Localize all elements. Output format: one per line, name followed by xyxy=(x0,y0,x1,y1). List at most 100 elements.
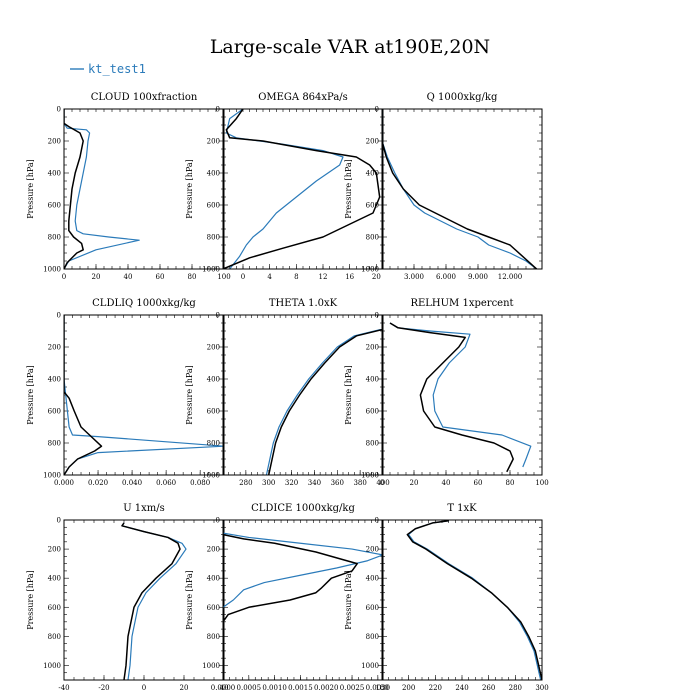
series-line-reference xyxy=(121,522,181,680)
y-tick-label: 200 xyxy=(48,546,61,554)
x-tick-label: 40 xyxy=(124,273,133,281)
y-tick-label: 400 xyxy=(48,575,61,583)
x-tick-label: 6.000 xyxy=(436,273,456,281)
y-tick-label: 200 xyxy=(366,138,379,146)
y-tick-label: 1000 xyxy=(43,662,61,670)
y-tick-label: 200 xyxy=(48,344,61,352)
plot-frame xyxy=(63,519,225,681)
x-tick-label: 0.0000 xyxy=(211,684,236,692)
x-tick-label: 9.000 xyxy=(468,273,488,281)
x-tick-label: 40 xyxy=(220,684,229,692)
y-tick-label: 800 xyxy=(366,633,379,641)
y-tick-label: 400 xyxy=(207,170,220,178)
x-tick-label: 40 xyxy=(442,479,451,487)
x-tick-label: 8 xyxy=(294,273,298,281)
y-tick-label: 400 xyxy=(207,376,220,384)
y-tick-label: 400 xyxy=(207,575,220,583)
x-tick-label: 0.060 xyxy=(156,479,176,487)
y-tick-label: 600 xyxy=(366,408,379,416)
y-tick-label: 200 xyxy=(207,546,220,554)
x-tick-label: 320 xyxy=(285,479,298,487)
y-tick-label: 0 xyxy=(57,517,61,525)
series-line-reference xyxy=(389,322,514,473)
y-tick-label: 400 xyxy=(48,376,61,384)
panel-title: T 1xK xyxy=(447,503,477,514)
y-tick-label: 800 xyxy=(207,633,220,641)
y-tick-label: 0 xyxy=(375,106,379,114)
y-axis-label: Pressure [hPa] xyxy=(26,570,35,630)
x-tick-label: 0.080 xyxy=(190,479,210,487)
series-line-reference xyxy=(267,328,383,475)
y-tick-label: 1000 xyxy=(43,472,61,480)
x-tick-label: 360 xyxy=(331,479,344,487)
y-tick-label: 0 xyxy=(216,517,220,525)
x-tick-label: 3.000 xyxy=(404,273,424,281)
x-tick-label: 0.0030 xyxy=(366,684,391,692)
x-tick-label: 0 xyxy=(62,273,66,281)
y-tick-label: 1000 xyxy=(361,266,379,274)
y-tick-label: 600 xyxy=(366,604,379,612)
x-tick-label: 4 xyxy=(267,273,272,281)
x-tick-label: -20 xyxy=(98,684,109,692)
figure-title: Large-scale VAR at190E,20N xyxy=(210,36,490,58)
legend-label: kt_test1 xyxy=(88,62,146,76)
y-tick-label: 0 xyxy=(375,312,379,320)
series-line-kt-test1 xyxy=(265,328,381,475)
x-tick-label: 80 xyxy=(506,479,515,487)
x-tick-label: 20 xyxy=(180,684,189,692)
y-tick-label: 1000 xyxy=(202,472,220,480)
x-tick-label: 380 xyxy=(353,479,366,487)
y-tick-label: 800 xyxy=(48,234,61,242)
x-tick-label: 280 xyxy=(509,684,522,692)
x-tick-label: 400 xyxy=(376,479,389,487)
y-tick-label: 1000 xyxy=(202,266,220,274)
x-tick-label: 180 xyxy=(375,684,388,692)
y-tick-label: 600 xyxy=(48,408,61,416)
series-line-reference xyxy=(223,520,358,623)
x-tick-label: 12.000 xyxy=(498,273,523,281)
series-line-kt-test1 xyxy=(223,520,383,608)
y-tick-label: 200 xyxy=(207,344,220,352)
y-tick-label: 800 xyxy=(48,633,61,641)
x-tick-label: 0.000 xyxy=(54,479,74,487)
y-tick-label: 600 xyxy=(366,202,379,210)
y-axis-label: Pressure [hPa] xyxy=(344,159,353,219)
y-axis-label: Pressure [hPa] xyxy=(185,365,194,425)
panel-title: CLDLIQ 1000xkg/kg xyxy=(92,298,196,309)
panel-title: U 1xm/s xyxy=(123,503,165,514)
y-tick-label: 800 xyxy=(366,440,379,448)
plot-frame xyxy=(381,314,543,476)
x-tick-label: 0.0010 xyxy=(262,684,287,692)
plot-frame xyxy=(63,314,225,476)
series-line-kt-test1 xyxy=(408,520,542,680)
y-tick-label: 200 xyxy=(207,138,220,146)
panel-title: RELHUM 1xpercent xyxy=(410,298,513,309)
y-tick-label: 0 xyxy=(216,312,220,320)
y-tick-label: 600 xyxy=(207,408,220,416)
x-tick-label: 220 xyxy=(429,684,442,692)
panel-2: Q 1000xkg/kg Pressure [hPa] 0 200 400 600 800 1… xyxy=(344,92,543,281)
y-tick-label: 0 xyxy=(216,106,220,114)
x-tick-label: 0.040 xyxy=(122,479,142,487)
y-tick-label: 600 xyxy=(48,202,61,210)
panel-4: THETA 1.0xK Pressure [hPa] 0 200 400 600 800 10… xyxy=(185,298,390,487)
series-line-kt-test1 xyxy=(389,322,532,468)
y-axis-label: Pressure [hPa] xyxy=(185,570,194,630)
plot-frame xyxy=(222,314,384,476)
panel-title: Q 1000xkg/kg xyxy=(427,92,498,103)
x-tick-label: 200 xyxy=(402,684,415,692)
x-tick-label: 16 xyxy=(345,273,354,281)
y-tick-label: 0 xyxy=(57,106,61,114)
panel-8: T 1xK Pressure [hPa] 0 200 400 600 800 1000 180 2… xyxy=(344,503,549,692)
y-axis-label: Pressure [hPa] xyxy=(26,159,35,219)
x-tick-label: 60 xyxy=(474,479,483,487)
y-tick-label: 1000 xyxy=(202,662,220,670)
x-tick-label: 0.0005 xyxy=(237,684,262,692)
series-line-reference xyxy=(382,109,538,269)
x-tick-label: 0.0020 xyxy=(314,684,339,692)
